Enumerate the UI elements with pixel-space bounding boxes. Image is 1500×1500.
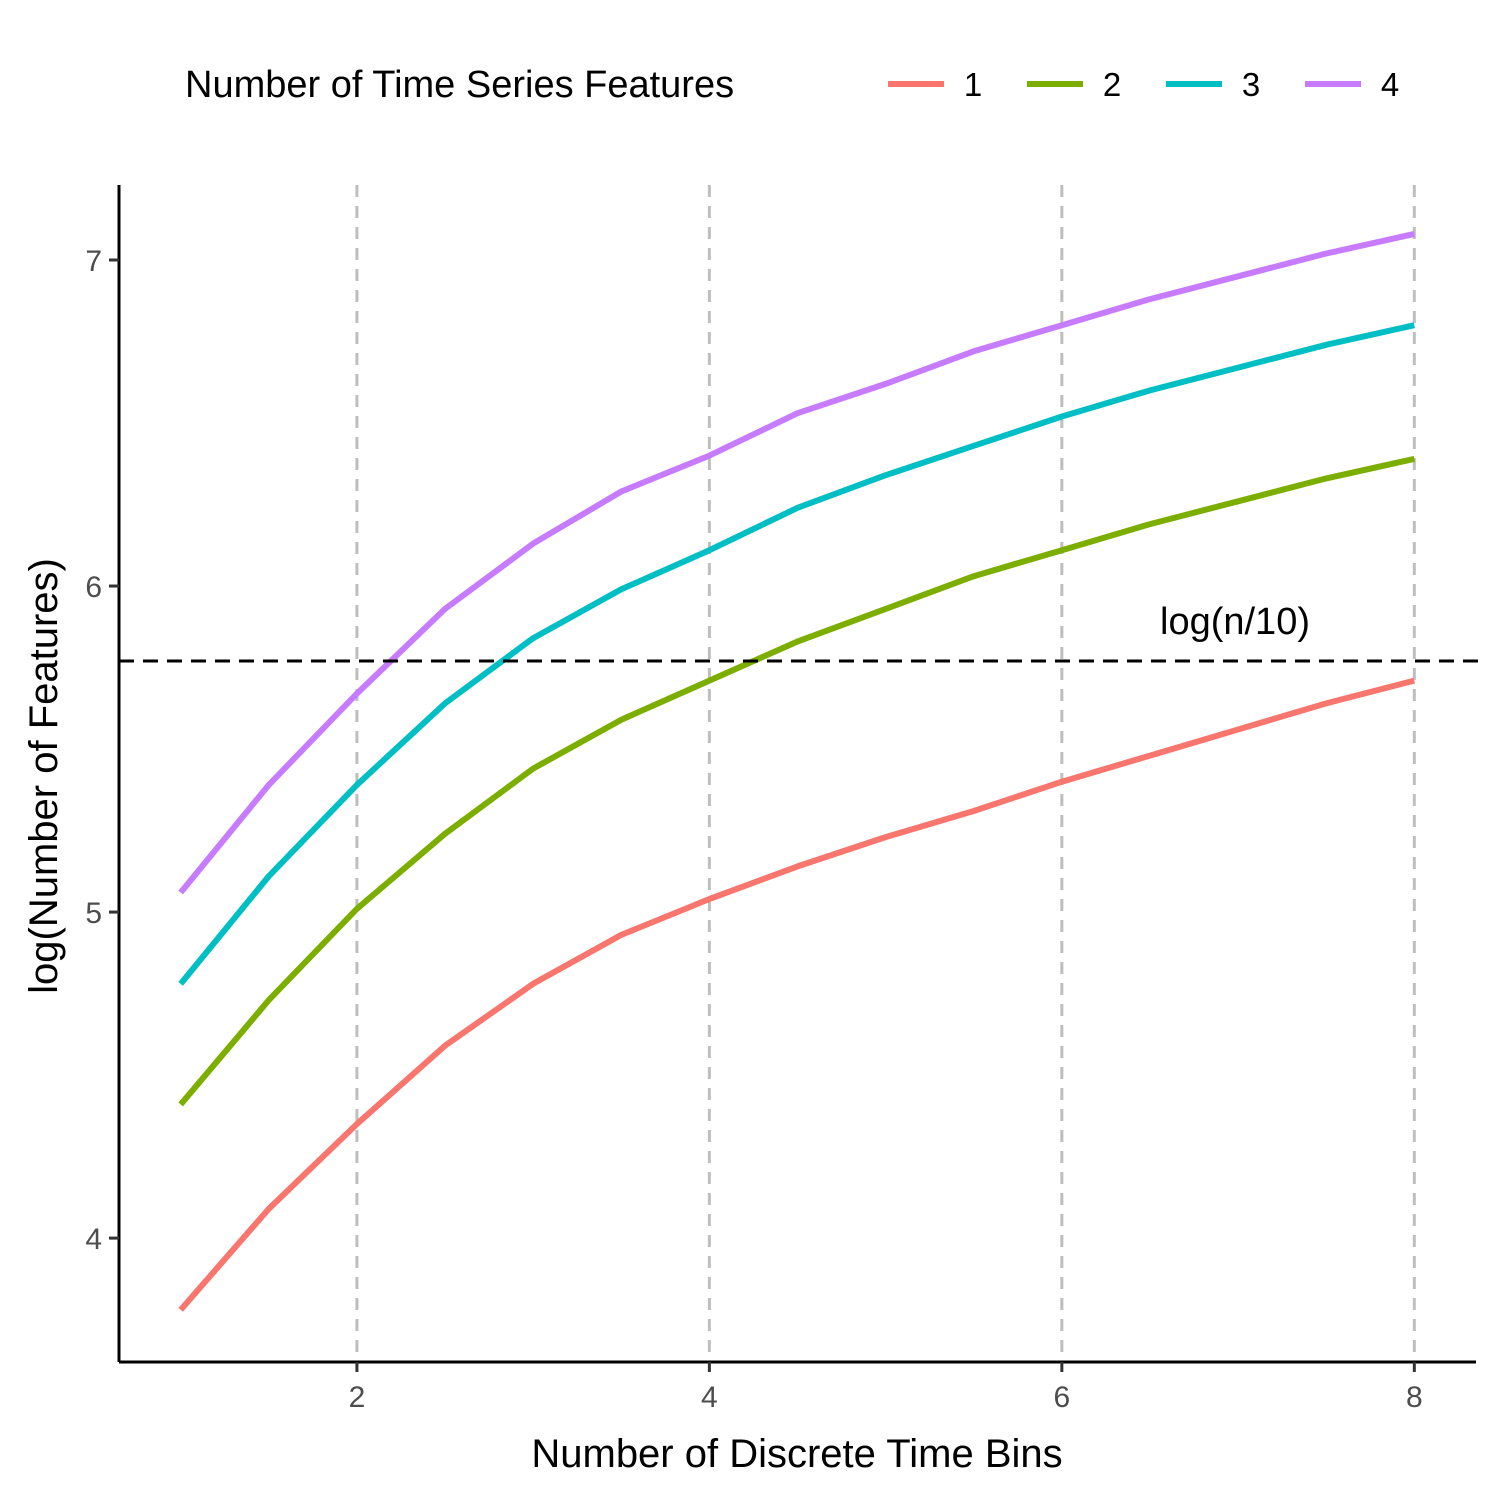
legend-label-1: 1 — [964, 66, 982, 103]
x-tick-label-8: 8 — [1406, 1381, 1423, 1414]
x-tick-label-4: 4 — [701, 1381, 718, 1414]
series-line-4 — [178, 230, 1415, 895]
y-axis-ticks: 4 5 6 7 — [85, 245, 119, 1256]
series-group — [178, 230, 1416, 1312]
legend-label-3: 3 — [1242, 66, 1260, 103]
x-axis-title: Number of Discrete Time Bins — [531, 1432, 1062, 1476]
x-tick-label-6: 6 — [1054, 1381, 1071, 1414]
legend: Number of Time Series Features 1 2 3 4 — [185, 64, 1399, 106]
legend-label-4: 4 — [1381, 66, 1399, 103]
axes: 2 4 6 8 4 5 6 7 — [85, 185, 1476, 1414]
y-tick-label-4: 4 — [85, 1223, 102, 1256]
y-tick-label-6: 6 — [85, 571, 102, 604]
y-axis-title: log(Number of Features) — [22, 558, 66, 994]
reference-line-group: log(n/10) — [119, 601, 1481, 663]
y-tick-label-5: 5 — [85, 897, 102, 930]
legend-label-2: 2 — [1103, 66, 1121, 103]
x-tick-label-2: 2 — [349, 1381, 366, 1414]
series-line-2 — [178, 455, 1415, 1107]
y-tick-label-7: 7 — [85, 245, 102, 278]
gridlines — [355, 185, 1416, 1362]
series-line-1 — [178, 677, 1416, 1312]
legend-items: 1 2 3 4 — [888, 66, 1399, 103]
x-axis-ticks: 2 4 6 8 — [349, 1362, 1423, 1414]
reference-line-label: log(n/10) — [1160, 601, 1310, 643]
legend-title: Number of Time Series Features — [185, 64, 734, 106]
plot-panel: log(n/10) — [119, 185, 1481, 1362]
series-line-3 — [178, 322, 1415, 986]
